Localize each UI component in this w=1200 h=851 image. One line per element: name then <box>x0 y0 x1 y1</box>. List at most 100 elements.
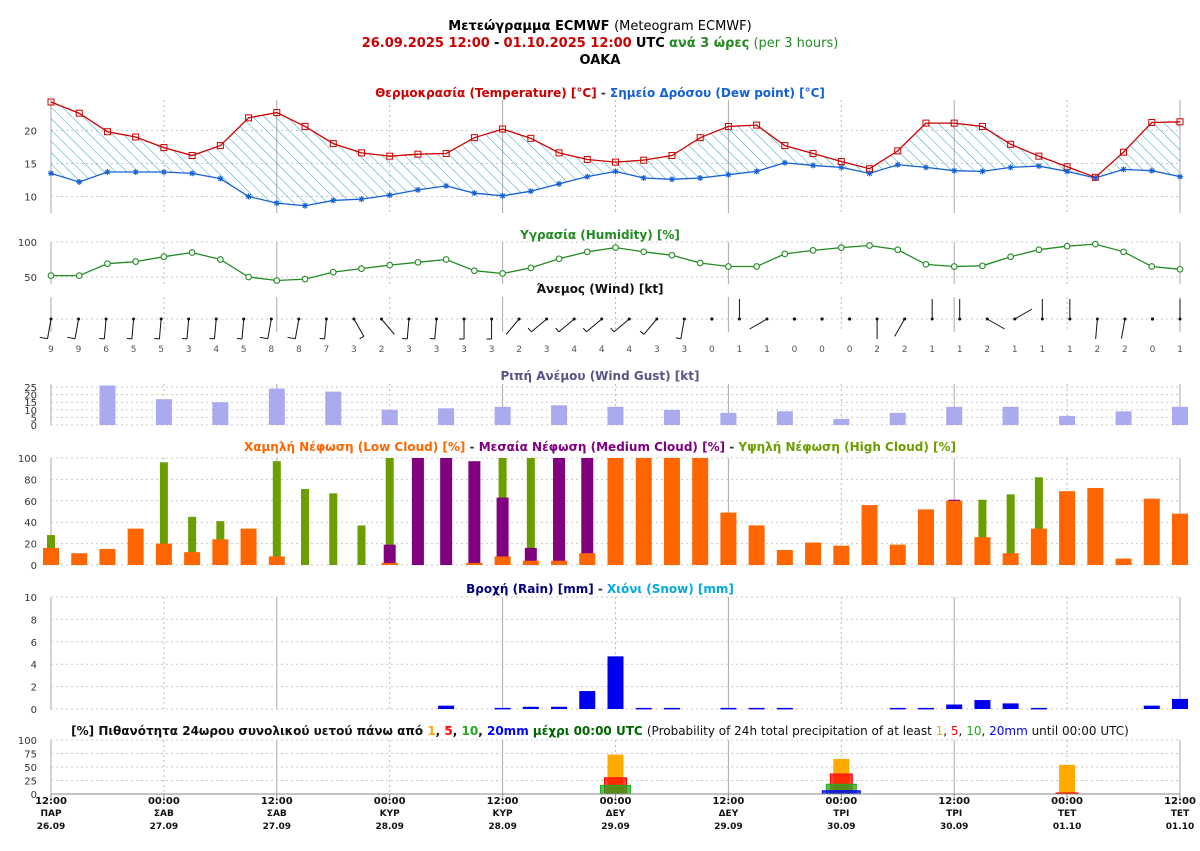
low-cloud-bar <box>240 528 257 565</box>
rain-title: Βροχή (Rain) [mm] - Χιόνι (Snow) [mm] <box>466 582 734 596</box>
medium-cloud-bar <box>581 458 594 565</box>
humidity-point <box>950 263 958 270</box>
wind-barb-feather <box>582 327 587 333</box>
wind-barb-staff <box>894 318 906 337</box>
humidity-point <box>866 242 873 249</box>
temperature-point <box>103 128 111 136</box>
low-cloud-bar <box>71 553 88 565</box>
x-tick-time: 12:00 <box>712 796 744 807</box>
humidity-point <box>555 255 563 263</box>
rain-bar <box>720 707 737 710</box>
x-tick-date: 29.09 <box>714 822 742 832</box>
x-tick-date: 30.09 <box>827 822 855 832</box>
x-tick-day: ΤΕΤ <box>1058 809 1077 819</box>
wind-speed-label: 4 <box>626 345 632 355</box>
y-tick-label: 80 <box>24 475 37 486</box>
x-tick-time: 00:00 <box>374 796 406 807</box>
wind-barb-staff <box>294 318 300 339</box>
title-part: Βροχή (Rain) [mm] <box>466 582 594 596</box>
low-cloud-bar <box>1087 487 1104 565</box>
rain-bar <box>607 656 624 709</box>
title-part: 5 <box>951 724 959 738</box>
dew-point-point <box>640 174 647 181</box>
probability-title: [%] Πιθανότητα 24ωρου συνολικού υετού πά… <box>71 724 1129 738</box>
wind-speed-label: 4 <box>599 345 605 355</box>
humidity-point <box>612 244 619 251</box>
x-tick-time: 12:00 <box>261 796 293 807</box>
dew-point-point <box>160 169 167 176</box>
temperature-point <box>894 147 902 155</box>
dew-point-point <box>1007 164 1014 171</box>
wind-barb-feather <box>39 336 48 340</box>
title-part: - <box>597 86 610 100</box>
wind-barb-base <box>682 317 686 321</box>
x-tick-time: 12:00 <box>35 796 67 807</box>
temp-dewpoint-spread-area <box>51 101 1180 206</box>
title-part: 20mm <box>989 724 1031 738</box>
temperature-point <box>809 150 817 158</box>
temperature-point <box>47 98 55 106</box>
wind-barb-base <box>49 317 53 321</box>
temperature-point <box>781 142 789 150</box>
humidity-point <box>301 275 309 283</box>
temperature-point <box>583 155 591 163</box>
wind-barb-staff <box>406 318 410 339</box>
low-cloud-bar <box>466 562 483 565</box>
humidity-point <box>414 258 422 266</box>
humidity-point <box>1035 246 1043 254</box>
x-tick-date: 30.09 <box>940 822 968 832</box>
gust-bar <box>551 405 568 425</box>
humidity-point <box>696 259 704 267</box>
temperature-point <box>1148 118 1156 126</box>
wind-barb-base <box>627 317 631 321</box>
x-tick-time: 12:00 <box>487 796 519 807</box>
high-cloud-bar <box>301 489 310 565</box>
wind-calm-dot <box>1150 317 1155 321</box>
temperature-point <box>555 149 563 157</box>
wind-speed-label: 2 <box>516 345 522 355</box>
title-part: 5 <box>444 724 452 738</box>
x-tick-date: 26.09 <box>37 822 65 832</box>
rain-bar <box>1030 707 1047 710</box>
high-cloud-bar <box>385 458 394 565</box>
x-tick-day: ΚΥΡ <box>380 809 400 819</box>
y-tick-label: 100 <box>18 238 37 249</box>
wind-barb-staff <box>749 318 768 330</box>
wind-speed-label: 1 <box>1177 345 1183 355</box>
temperature-point <box>188 152 196 160</box>
wind-speed-label: 1 <box>929 345 935 355</box>
low-cloud-bar <box>551 560 568 565</box>
low-cloud-bar <box>607 458 624 565</box>
dew-point-point <box>414 186 421 193</box>
low-cloud-bar <box>748 525 765 565</box>
wind-barb-base <box>269 317 273 321</box>
humidity-point <box>583 248 591 256</box>
y-tick-label: 5 <box>31 413 37 424</box>
x-tick-time: 12:00 <box>938 796 970 807</box>
dew-point-point <box>556 180 563 187</box>
humidity-point <box>894 246 902 254</box>
wind-barb-base <box>462 317 466 321</box>
gust-bar <box>720 412 737 425</box>
wind-barb-base <box>159 317 163 321</box>
dew-point-point <box>838 164 845 171</box>
temperature-point <box>1035 152 1043 160</box>
wind-barb-staff <box>531 318 547 333</box>
x-tick-day: ΣΑΒ <box>154 809 174 819</box>
dew-point-point <box>725 171 732 178</box>
y-tick-label: 6 <box>31 638 37 649</box>
low-cloud-bar <box>889 544 906 565</box>
low-cloud-bar <box>946 500 963 565</box>
temperature-point <box>329 140 337 148</box>
wind-barb-staff <box>74 318 80 339</box>
low-cloud-bar <box>692 458 709 565</box>
wind-barb-base <box>1040 317 1044 321</box>
low-cloud-bar <box>268 556 285 565</box>
title-part: Υψηλή Νέφωση (High Cloud) [%] <box>737 440 956 454</box>
step-normal: (per 3 hours) <box>753 36 839 51</box>
wind-speed-label: 5 <box>241 345 247 355</box>
rain-bar <box>438 705 455 709</box>
x-tick-time: 00:00 <box>1051 796 1083 807</box>
wind-barb-base <box>545 317 549 321</box>
wind-barb-staff <box>1014 308 1033 320</box>
